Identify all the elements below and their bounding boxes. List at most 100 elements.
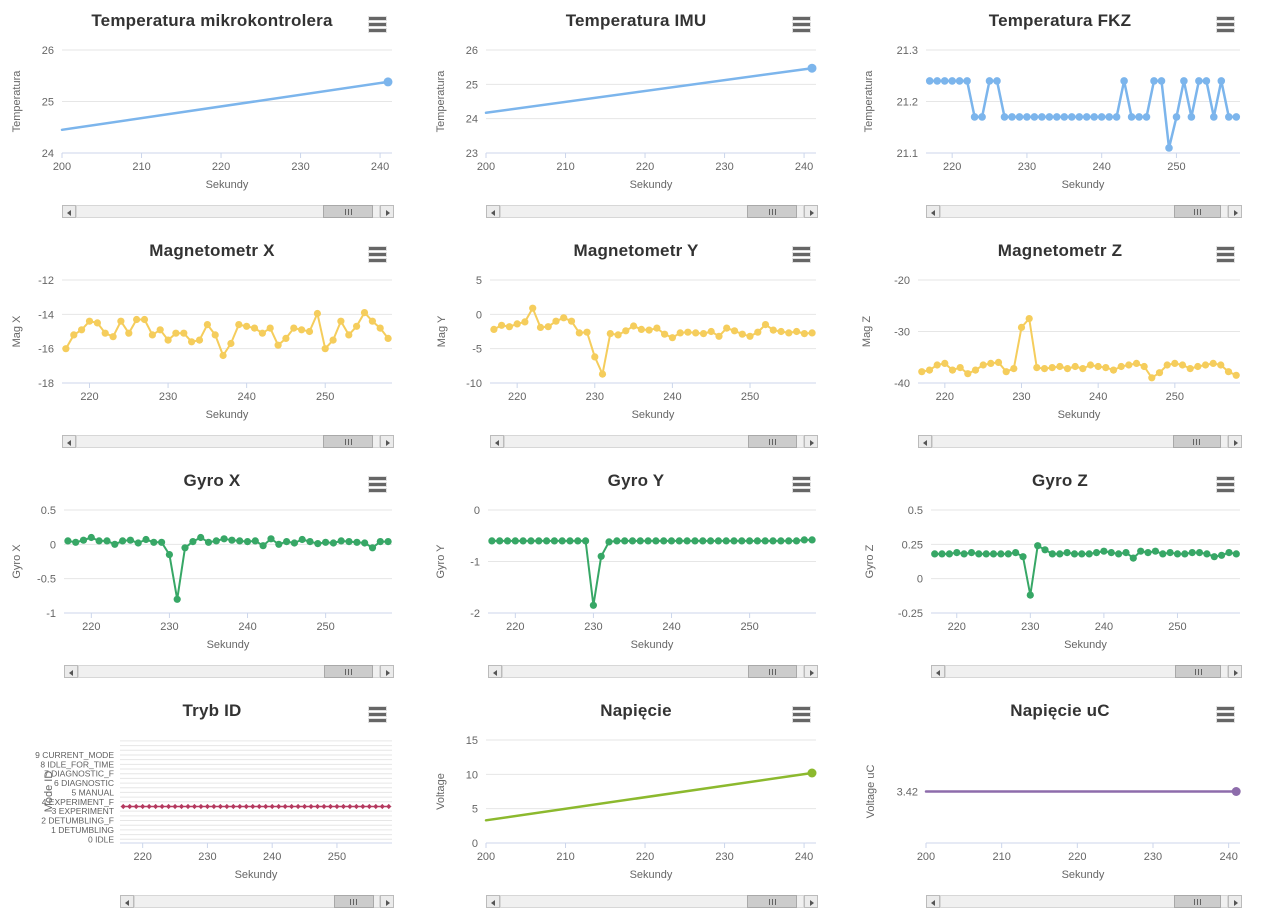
chart-scrollbar[interactable] bbox=[931, 665, 1242, 678]
scrollbar-thumb[interactable] bbox=[323, 665, 373, 678]
chart-menu-button[interactable] bbox=[1214, 14, 1236, 33]
chart-menu-button[interactable] bbox=[790, 474, 812, 493]
hamburger-icon bbox=[792, 706, 811, 723]
svg-text:230: 230 bbox=[198, 851, 216, 863]
chart-scrollbar[interactable] bbox=[918, 435, 1242, 448]
scrollbar-right-button[interactable] bbox=[380, 435, 394, 448]
chart-menu-button[interactable] bbox=[790, 244, 812, 263]
scrollbar-left-button[interactable] bbox=[64, 665, 78, 678]
data-point bbox=[1150, 77, 1158, 85]
scrollbar-track[interactable] bbox=[940, 895, 1228, 908]
chart-menu-button[interactable] bbox=[366, 704, 388, 723]
chart-menu-button[interactable] bbox=[790, 704, 812, 723]
scrollbar-track[interactable] bbox=[500, 895, 804, 908]
data-point bbox=[117, 317, 125, 325]
chart-menu-button[interactable] bbox=[366, 14, 388, 33]
scrollbar-thumb[interactable] bbox=[1174, 895, 1222, 908]
scrollbar-track[interactable] bbox=[134, 895, 380, 908]
scrollbar-track[interactable] bbox=[76, 435, 380, 448]
data-point bbox=[621, 537, 629, 545]
scrollbar-track[interactable] bbox=[945, 665, 1228, 678]
scrollbar-track[interactable] bbox=[940, 205, 1228, 218]
data-point bbox=[125, 329, 133, 337]
scrollbar-right-button[interactable] bbox=[804, 435, 818, 448]
scrollbar-left-button[interactable] bbox=[926, 895, 940, 908]
svg-text:5: 5 bbox=[476, 275, 482, 287]
data-point bbox=[938, 550, 946, 558]
scrollbar-track[interactable] bbox=[78, 665, 380, 678]
scrollbar-right-button[interactable] bbox=[1228, 205, 1242, 218]
scrollbar-right-button[interactable] bbox=[1228, 895, 1242, 908]
data-point bbox=[101, 329, 109, 337]
scrollbar-thumb[interactable] bbox=[747, 895, 797, 908]
chart-scrollbar[interactable] bbox=[488, 665, 818, 678]
data-point bbox=[550, 537, 558, 545]
scrollbar-track[interactable] bbox=[502, 665, 804, 678]
scrollbar-left-button[interactable] bbox=[490, 435, 504, 448]
data-point bbox=[1140, 362, 1148, 371]
data-point bbox=[807, 63, 817, 73]
chart-scrollbar[interactable] bbox=[486, 895, 818, 908]
chart-scrollbar[interactable] bbox=[62, 435, 394, 448]
svg-text:3.42: 3.42 bbox=[897, 787, 918, 799]
scrollbar-thumb[interactable] bbox=[747, 435, 798, 448]
scrollbar-thumb[interactable] bbox=[333, 895, 375, 908]
thumb-grip bbox=[1200, 898, 1202, 905]
data-point bbox=[1148, 374, 1156, 382]
scrollbar-left-button[interactable] bbox=[926, 205, 940, 218]
scrollbar-thumb[interactable] bbox=[1174, 205, 1222, 218]
data-point bbox=[1217, 77, 1226, 85]
svg-text:220: 220 bbox=[212, 161, 230, 173]
scrollbar-thumb[interactable] bbox=[1172, 435, 1222, 448]
svg-text:220: 220 bbox=[636, 161, 654, 173]
scrollbar-thumb[interactable] bbox=[323, 205, 373, 218]
scrollbar-track[interactable] bbox=[76, 205, 380, 218]
scrollbar-track[interactable] bbox=[500, 205, 804, 218]
scrollbar-left-button[interactable] bbox=[486, 895, 500, 908]
scrollbar-right-button[interactable] bbox=[804, 665, 818, 678]
chart-scrollbar[interactable] bbox=[486, 205, 818, 218]
chart-scrollbar[interactable] bbox=[926, 205, 1242, 218]
chart-scrollbar[interactable] bbox=[64, 665, 394, 678]
scrollbar-left-button[interactable] bbox=[120, 895, 134, 908]
data-point bbox=[197, 533, 205, 542]
chart-menu-button[interactable] bbox=[366, 474, 388, 493]
scrollbar-right-button[interactable] bbox=[380, 205, 394, 218]
scrollbar-right-button[interactable] bbox=[804, 205, 818, 218]
scrollbar-right-button[interactable] bbox=[1228, 435, 1242, 448]
chart-menu-button[interactable] bbox=[366, 244, 388, 263]
scrollbar-thumb[interactable] bbox=[747, 665, 797, 678]
data-point bbox=[652, 537, 660, 545]
chart-scrollbar[interactable] bbox=[120, 895, 394, 908]
scrollbar-left-button[interactable] bbox=[62, 435, 76, 448]
data-point bbox=[345, 331, 353, 339]
scrollbar-right-button[interactable] bbox=[380, 665, 394, 678]
scrollbar-thumb[interactable] bbox=[323, 435, 373, 448]
chart-scrollbar[interactable] bbox=[62, 205, 394, 218]
scrollbar-right-button[interactable] bbox=[804, 895, 818, 908]
scrollbar-thumb[interactable] bbox=[1175, 665, 1222, 678]
scrollbar-left-button[interactable] bbox=[931, 665, 945, 678]
chart-menu-button[interactable] bbox=[1214, 474, 1236, 493]
data-point bbox=[543, 537, 551, 545]
chart-menu-button[interactable] bbox=[790, 14, 812, 33]
chart-menu-button[interactable] bbox=[1214, 244, 1236, 263]
scrollbar-left-button[interactable] bbox=[488, 665, 502, 678]
chart-menu-button[interactable] bbox=[1214, 704, 1236, 723]
svg-text:240: 240 bbox=[1095, 621, 1113, 633]
data-point bbox=[605, 538, 613, 546]
scrollbar-track[interactable] bbox=[932, 435, 1228, 448]
scrollbar-left-button[interactable] bbox=[62, 205, 76, 218]
scrollbar-right-button[interactable] bbox=[380, 895, 394, 908]
series bbox=[925, 77, 1241, 152]
chart-scrollbar[interactable] bbox=[926, 895, 1242, 908]
chart-scrollbar[interactable] bbox=[490, 435, 818, 448]
scrollbar-track[interactable] bbox=[504, 435, 804, 448]
data-point bbox=[1100, 547, 1108, 555]
scrollbar-thumb[interactable] bbox=[747, 205, 797, 218]
svg-text:220: 220 bbox=[133, 851, 151, 863]
scrollbar-left-button[interactable] bbox=[918, 435, 932, 448]
scrollbar-right-button[interactable] bbox=[1228, 665, 1242, 678]
data-point bbox=[173, 595, 181, 603]
scrollbar-left-button[interactable] bbox=[486, 205, 500, 218]
